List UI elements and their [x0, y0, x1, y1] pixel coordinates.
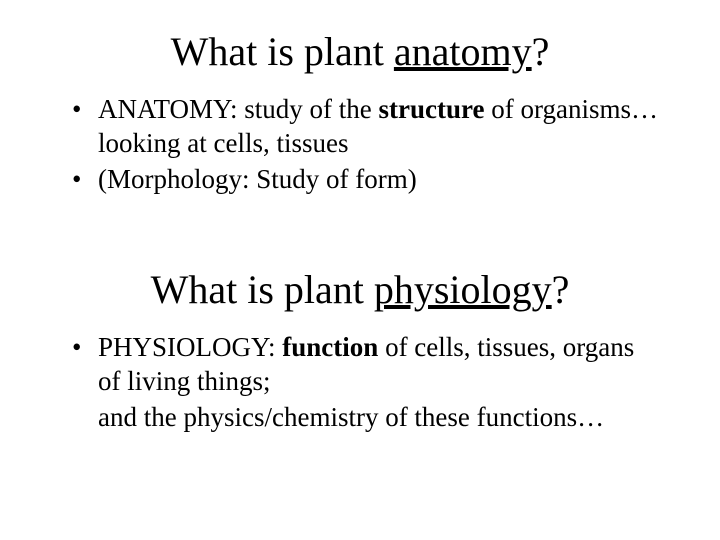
title1-pre: What is plant — [171, 29, 394, 74]
section1-title: What is plant anatomy? — [60, 28, 660, 75]
section2-bullet1-cont: and the physics/chemistry of these funct… — [60, 401, 660, 435]
title2-pre: What is plant — [151, 267, 374, 312]
section2-title: What is plant physiology? — [60, 266, 660, 313]
section1-bullets: ANATOMY: study of the structure of organ… — [60, 93, 660, 196]
title1-underlined: anatomy — [394, 29, 532, 74]
s1b1-bold: structure — [379, 94, 485, 124]
title2-post: ? — [552, 267, 570, 312]
s2b1-pre: PHYSIOLOGY: — [98, 332, 282, 362]
s2b1-bold: function — [282, 332, 378, 362]
title2-underlined: physiology — [374, 267, 552, 312]
section1-bullet2: (Morphology: Study of form) — [72, 163, 660, 197]
title1-post: ? — [532, 29, 550, 74]
s1b2-text: (Morphology: Study of form) — [98, 164, 417, 194]
s1b1-pre: ANATOMY: study of the — [98, 94, 379, 124]
section2-bullets: PHYSIOLOGY: function of cells, tissues, … — [60, 331, 660, 399]
section2-bullet1: PHYSIOLOGY: function of cells, tissues, … — [72, 331, 660, 399]
section1-bullet1: ANATOMY: study of the structure of organ… — [72, 93, 660, 161]
